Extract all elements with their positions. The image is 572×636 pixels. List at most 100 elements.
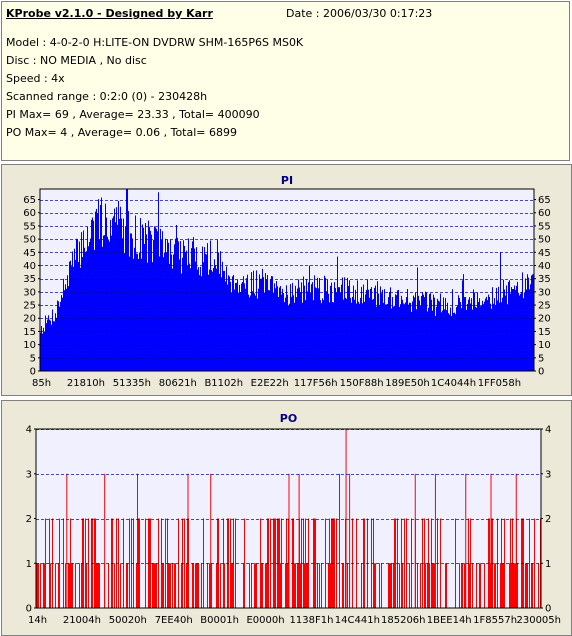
pi-bar [531,275,532,371]
pi-bar [285,297,286,371]
y-tick-label-left: 0 [30,367,36,378]
pi-bar [89,241,90,371]
pi-bar [375,285,376,371]
po-bar [207,563,208,608]
pi-bar [400,304,401,371]
pi-bar [519,295,520,371]
pi-bar [186,250,187,371]
po-bar [294,563,295,608]
pi-bar [101,197,102,371]
y-tick-label-right: 30 [538,287,551,298]
pi-bar [532,274,533,371]
po-bar [37,563,38,608]
pi-bar [419,300,420,371]
pi-bar [123,218,124,371]
po-bar [305,518,306,608]
pi-bar [405,302,406,371]
pi-bar [349,280,350,371]
info-scanned-range: Scanned range : 0:2:0 (0) - 230428h [6,90,208,103]
po-bar [526,563,527,608]
pi-bar [61,294,62,371]
po-bar [445,563,446,608]
pi-bar [490,303,491,371]
x-tick-label: 1FF058h [478,378,521,389]
po-peak-bar [490,473,492,608]
pi-bar [119,218,120,371]
pi-bar [190,268,191,371]
y-tick-label-left: 55 [23,221,36,232]
pi-bar [136,253,137,371]
pi-bar [253,270,254,371]
po-bar [201,563,202,608]
pi-bar [155,227,156,371]
po-bar [40,563,41,608]
pi-bar [304,285,305,371]
pi-bar [137,253,138,371]
pi-bar [295,285,296,371]
pi-bar [358,301,359,371]
po-bar [279,518,280,608]
pi-bar [229,276,230,371]
pi-bar [524,292,525,371]
x-tick-label: 21004h [63,615,101,626]
pi-bar [46,323,47,371]
pi-bar [87,226,88,371]
pi-bar [255,295,256,371]
po-bar [162,563,163,608]
pi-bar [331,282,332,371]
pi-bar [498,286,499,371]
pi-bar [263,277,264,371]
po-bar [126,563,127,608]
pi-bar [508,281,509,371]
po-bar [261,563,262,608]
pi-bar [132,238,133,371]
po-bar [49,518,50,608]
pi-bar [174,244,175,371]
po-bar [525,563,526,608]
info-pi-summary: PI Max= 69 , Average= 23.33 , Total= 400… [6,108,260,121]
po-bar [364,518,365,608]
po-bar [297,563,298,608]
pi-bar [195,261,196,371]
po-bar [502,563,503,608]
x-tick-label: 1C4044h [431,378,476,389]
pi-bar [192,241,193,371]
pi-bar [394,305,395,371]
pi-bar [223,270,224,371]
po-bar [390,563,391,608]
pi-bar [412,301,413,371]
po-bar [139,518,140,608]
pi-bar [115,222,116,371]
po-peak-bar [465,473,467,608]
pi-bar [370,288,371,371]
pi-bar [216,268,217,371]
pi-bar [334,282,335,371]
pi-bar [83,230,84,371]
x-tick-label: 14C441h [335,615,380,626]
x-tick-label: E2E22h [251,378,289,389]
pi-bar [377,281,378,371]
pi-bar [333,302,334,371]
po-bar [114,563,115,608]
pi-bar [397,290,398,371]
pi-bar [510,293,511,371]
po-bar [375,563,376,608]
pi-bar [523,298,524,371]
pi-bar [341,284,342,371]
pi-bar [166,252,167,371]
po-bar [75,563,76,608]
pi-bar [221,277,222,371]
pi-bar [56,317,57,371]
pi-bar [301,282,302,371]
pi-bar [182,257,183,371]
pi-bar [505,295,506,371]
pi-bar [185,251,186,371]
pi-bar [511,287,512,371]
po-bar [347,563,348,608]
po-bar [307,563,308,608]
pi-bar [264,292,265,371]
po-bar [145,518,146,608]
po-bar [330,563,331,608]
y-tick-label-left: 10 [23,340,36,351]
x-tick-label: E0000h [246,615,284,626]
